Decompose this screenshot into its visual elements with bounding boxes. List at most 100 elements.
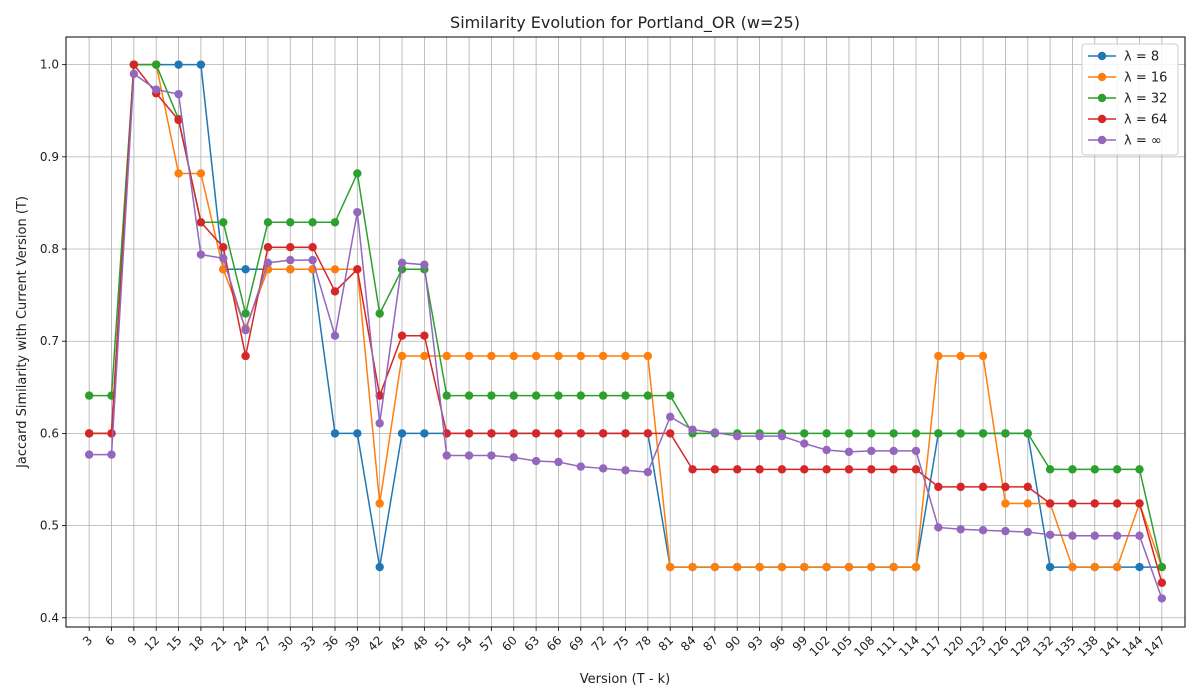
data-point — [978, 351, 988, 361]
data-point — [286, 242, 295, 252]
data-point — [554, 457, 563, 467]
data-point — [867, 465, 876, 474]
y-tick-label: 0.9 — [40, 150, 59, 164]
chart-title: Similarity Evolution for Portland_OR (w=… — [450, 13, 800, 33]
data-point — [196, 60, 206, 69]
data-point — [174, 169, 183, 178]
data-point — [598, 464, 608, 473]
x-tick-label: 102 — [807, 633, 833, 659]
data-point — [397, 331, 407, 340]
data-point — [665, 391, 675, 400]
data-point — [129, 69, 139, 79]
x-tick-label: 60 — [499, 633, 520, 654]
data-point — [665, 412, 675, 422]
data-point — [1090, 562, 1099, 572]
x-axis: 3 6 9 12 15 18 21 24 27 30 33 36 39 42 45 48 51 54 57 60 63 6… — [80, 627, 1168, 659]
data-point — [956, 351, 965, 361]
data-point — [330, 429, 340, 438]
data-point — [621, 391, 630, 400]
data-point — [509, 429, 518, 438]
legend-swatch-marker — [1097, 51, 1107, 61]
data-point — [308, 242, 317, 252]
data-point — [330, 265, 340, 274]
data-point — [867, 446, 876, 456]
x-tick-label: 78 — [633, 633, 654, 654]
data-point — [956, 525, 965, 534]
data-point — [107, 450, 116, 459]
data-point — [800, 562, 809, 572]
x-tick-label: 42 — [365, 633, 386, 654]
data-point — [710, 465, 720, 474]
data-point — [710, 562, 720, 572]
x-tick-label: 57 — [477, 633, 498, 654]
data-point — [1045, 499, 1055, 508]
data-point — [397, 265, 407, 274]
series-5 — [84, 69, 1167, 603]
x-tick-label: 117 — [918, 633, 944, 659]
x-tick-label: 84 — [678, 633, 699, 654]
data-point — [487, 351, 496, 361]
data-point — [911, 429, 921, 438]
x-tick-label: 27 — [253, 633, 274, 654]
data-point — [464, 351, 474, 361]
data-point — [219, 242, 228, 252]
data-point — [733, 431, 742, 441]
data-point — [375, 499, 384, 508]
data-point — [353, 429, 362, 438]
data-point — [1023, 527, 1032, 537]
data-point — [353, 265, 362, 274]
data-point — [822, 445, 831, 455]
data-point — [800, 465, 809, 474]
data-point — [375, 562, 384, 572]
data-point — [375, 309, 384, 318]
data-point — [196, 218, 206, 227]
data-point — [84, 450, 94, 459]
x-tick-label: 54 — [454, 633, 475, 654]
data-point — [621, 351, 630, 361]
data-point — [397, 429, 407, 438]
data-point — [509, 453, 518, 462]
data-point — [800, 439, 809, 448]
data-point — [1001, 526, 1010, 536]
data-point — [733, 562, 742, 572]
data-point — [286, 218, 295, 227]
data-point — [911, 465, 921, 474]
x-tick-label: 66 — [544, 633, 565, 654]
data-point — [509, 391, 518, 400]
x-tick-label: 63 — [522, 633, 543, 654]
x-tick-label: 93 — [745, 633, 766, 654]
data-point — [152, 60, 161, 69]
x-tick-label: 132 — [1030, 633, 1056, 659]
x-tick-label: 114 — [896, 633, 922, 659]
legend-label: λ = ∞ — [1124, 134, 1162, 149]
data-point — [1045, 562, 1055, 572]
x-tick-label: 18 — [186, 633, 207, 654]
data-point — [621, 466, 630, 475]
x-tick-label: 81 — [656, 633, 677, 654]
x-tick-label: 96 — [767, 633, 788, 654]
data-point — [1112, 499, 1122, 508]
data-point — [442, 351, 451, 361]
data-point — [1157, 562, 1167, 572]
x-tick-label: 45 — [387, 633, 408, 654]
data-point — [84, 391, 94, 400]
y-tick-label: 0.4 — [40, 611, 59, 625]
x-tick-label: 108 — [851, 633, 877, 659]
data-point — [978, 482, 988, 492]
data-point — [643, 429, 653, 438]
data-point — [84, 429, 94, 438]
data-point — [867, 562, 876, 572]
data-point — [710, 428, 720, 437]
data-point — [1001, 429, 1010, 438]
data-point — [1068, 531, 1077, 540]
data-point — [420, 351, 429, 361]
data-point — [956, 482, 965, 492]
data-point — [531, 429, 541, 438]
x-tick-label: 21 — [209, 633, 230, 654]
data-point — [330, 218, 340, 227]
data-point — [152, 85, 161, 94]
x-tick-label: 15 — [164, 633, 185, 654]
data-point — [1001, 482, 1010, 492]
x-tick-label: 111 — [874, 633, 900, 659]
data-point — [889, 562, 898, 572]
